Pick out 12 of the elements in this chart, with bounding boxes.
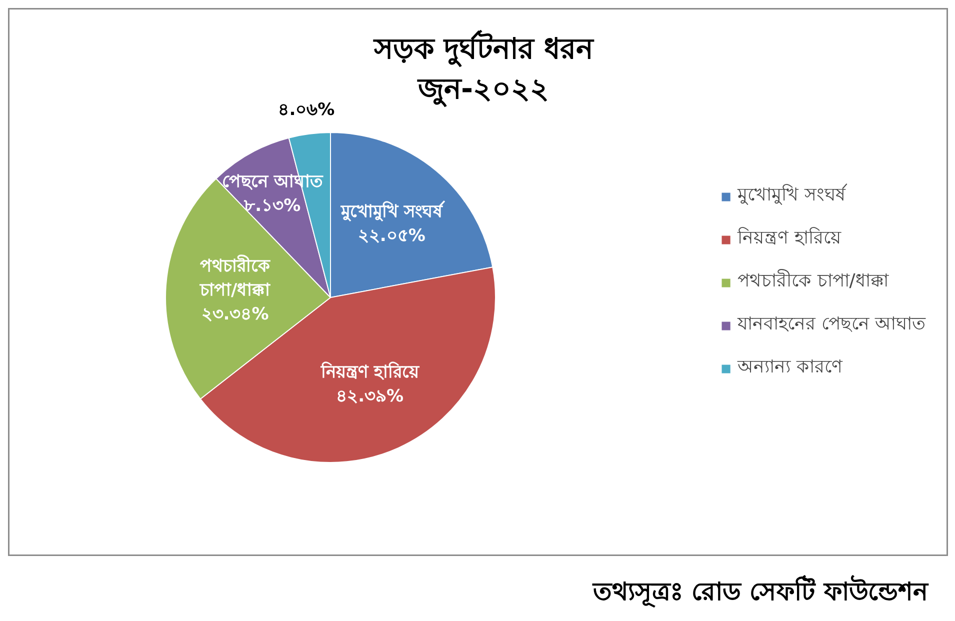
legend-label: পথচারীকে চাপা/ধাক্কা [738, 268, 888, 294]
legend-label: যানবাহনের পেছনে আঘাত [738, 312, 926, 336]
data-label: নিয়ন্ত্রণ হারিয়ে ৪২.৩৯% [320, 360, 420, 407]
legend-label: অন্যান্য কারণে [738, 356, 842, 380]
data-label: মুখোমুখি সংঘর্ষ ২২.০৫% [340, 200, 446, 246]
data-label: পথচারীকে চাপা/ধাক্কা ২৩.৩৪% [198, 254, 272, 325]
legend-label: মুখোমুখি সংঘর্ষ [738, 182, 846, 208]
chart-title: সড়ক দুর্ঘটনার ধরন [372, 30, 596, 68]
legend-label: নিয়ন্ত্রণ হারিয়ে [738, 226, 842, 250]
chart-subtitle: জুন-২০২২ [416, 72, 550, 108]
text: তথ্যসূত্রঃ রোড সেফটি ফাউন্ডেশন [592, 574, 928, 610]
data-label: ৪.০৬% [278, 100, 335, 120]
